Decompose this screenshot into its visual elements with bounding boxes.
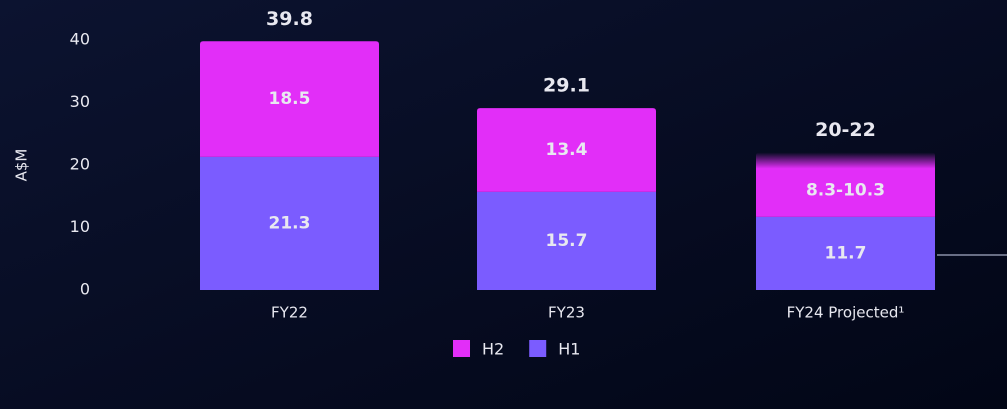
- bar-segment: [756, 152, 935, 217]
- legend-swatch: [453, 340, 470, 357]
- legend-label: H2: [482, 340, 504, 359]
- bar-segment: [477, 108, 656, 192]
- segment-label: 21.3: [269, 213, 311, 233]
- bar-segment: [756, 216, 935, 290]
- x-tick-label: FY24 Projected¹: [787, 304, 905, 322]
- legend-label: H1: [558, 340, 580, 359]
- y-tick-label: 10: [70, 217, 90, 236]
- y-tick-label: 30: [70, 92, 90, 111]
- total-label: 39.8: [266, 8, 313, 30]
- segment-label: 13.4: [546, 140, 588, 160]
- segment-label: 18.5: [269, 89, 311, 109]
- y-tick-label: 20: [70, 155, 90, 174]
- legend-swatch: [529, 340, 547, 357]
- y-axis-label: A$M: [13, 149, 31, 182]
- segment-label: 15.7: [546, 231, 588, 251]
- x-tick-label: FY23: [548, 304, 585, 322]
- y-tick-label: 0: [80, 280, 90, 299]
- total-label: 20-22: [815, 119, 876, 141]
- total-label: 29.1: [543, 75, 590, 97]
- bar-segment: [200, 41, 379, 157]
- y-tick-label: 40: [70, 30, 90, 49]
- segment-label: 8.3-10.3: [806, 181, 885, 201]
- bar-segment: [200, 156, 379, 290]
- x-tick-label: FY22: [271, 304, 308, 322]
- bar-segment: [477, 191, 656, 290]
- segment-label: 11.7: [825, 243, 867, 263]
